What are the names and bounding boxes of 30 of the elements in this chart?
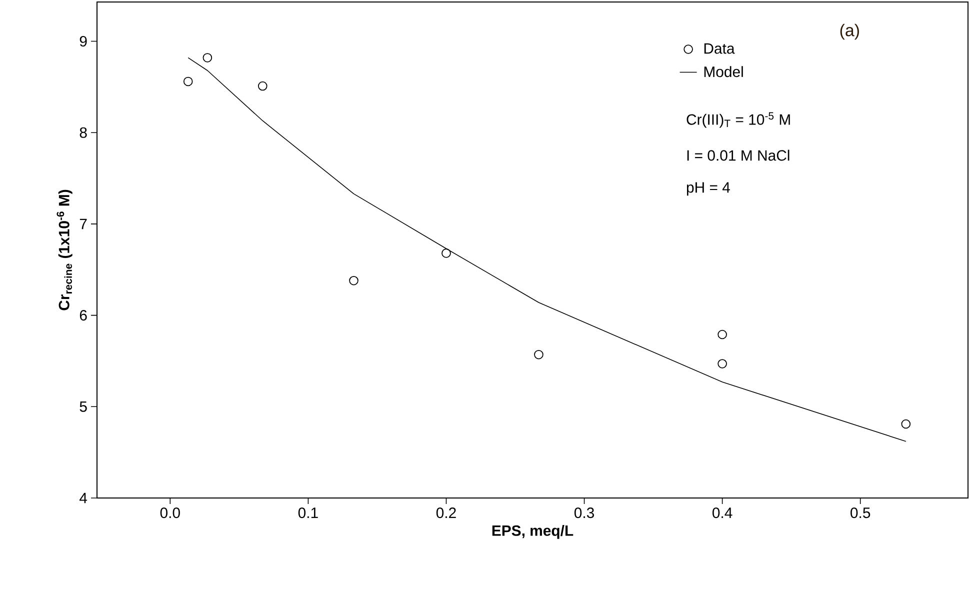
point: [534, 350, 544, 360]
annotation: Cr(III)$_{T}$ = 10$^{-5}$ M: [686, 112, 790, 128]
annotation: (a): [840, 24, 859, 40]
annotation: pH = 4: [686, 182, 730, 196]
point: [258, 81, 268, 91]
legend-label: Data: [704, 43, 735, 54]
point: [718, 330, 727, 340]
point: [349, 276, 358, 286]
x-axis-title: EPS, meq/L: [492, 524, 574, 539]
annotation: I = 0.01 M NaCl: [687, 150, 790, 161]
x-tick-label: 0.0: [160, 508, 180, 518]
y-axis-title: Cr$_{recine}$ (1x10$^{-6}$ M): [56, 190, 72, 310]
x-tick-label: 0.3: [574, 508, 594, 518]
y-tick-label: 6: [80, 310, 87, 321]
legend-label: Model: [704, 66, 743, 78]
y-tick-label: 8: [80, 127, 87, 138]
x-tick-label: 0.1: [298, 508, 318, 518]
point: [202, 53, 212, 62]
point: [442, 248, 451, 258]
x-tick-label: 0.5: [850, 508, 870, 518]
x-tick-label: 0.4: [712, 508, 732, 518]
point: [718, 359, 727, 368]
x-tick-label: 0.2: [436, 508, 456, 518]
y-tick-label: 5: [80, 401, 87, 412]
line-series: [188, 57, 906, 442]
point: [901, 419, 911, 429]
point: [183, 76, 193, 86]
y-tick-label: 4: [80, 492, 88, 504]
y-tick-label: 9: [80, 36, 87, 47]
y-tick-label: 7: [80, 218, 87, 230]
